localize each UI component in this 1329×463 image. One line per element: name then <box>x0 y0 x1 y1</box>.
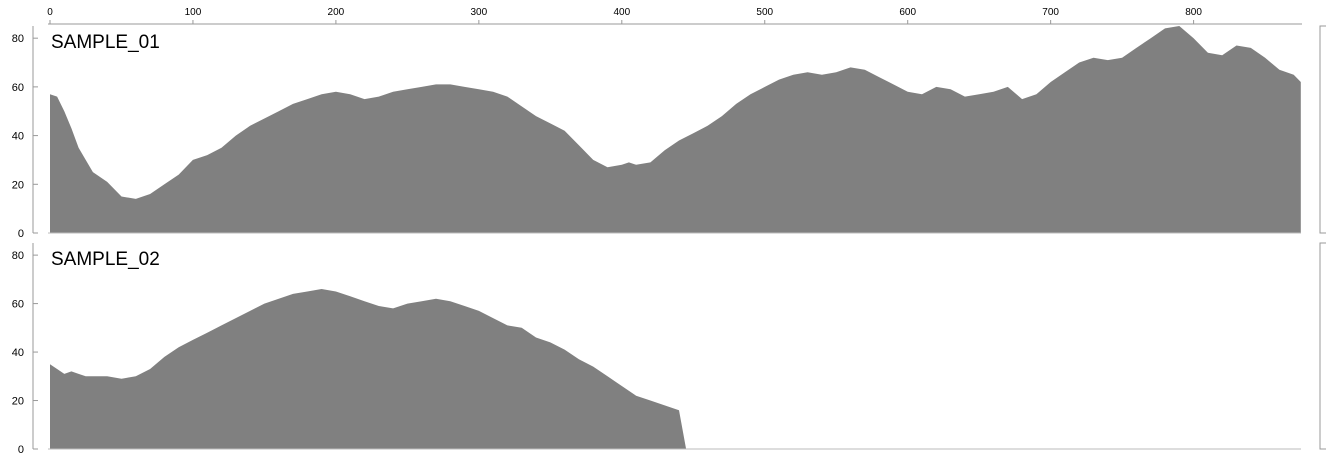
x-tick-label: 600 <box>899 7 916 18</box>
series-area-1 <box>50 26 1301 233</box>
y-tick-label: 60 <box>12 299 24 311</box>
y-tick-label: 0 <box>18 228 24 240</box>
x-tick-label: 100 <box>185 7 202 18</box>
y-tick-label: 80 <box>12 250 24 262</box>
x-tick-label: 400 <box>613 7 630 18</box>
x-tick-label: 800 <box>1185 7 1202 18</box>
x-tick-label: 700 <box>1042 7 1059 18</box>
y-tick-label: 80 <box>12 33 24 45</box>
series-area-2 <box>50 289 687 449</box>
y-tick-label: 20 <box>12 179 24 191</box>
panel-right-bracket <box>1319 242 1326 450</box>
x-tick-label: 300 <box>471 7 488 18</box>
y-tick-label: 40 <box>12 347 24 359</box>
x-tick-label: 0 <box>47 7 53 18</box>
series-label: SAMPLE_02 <box>51 249 160 270</box>
panel-right-bracket <box>1319 25 1326 234</box>
y-tick-label: 0 <box>18 444 24 456</box>
y-tick-label: 60 <box>12 82 24 94</box>
x-tick-label: 200 <box>328 7 345 18</box>
y-tick-label: 20 <box>12 396 24 408</box>
x-tick-label: 500 <box>756 7 773 18</box>
series-label: SAMPLE_01 <box>51 32 160 53</box>
y-tick-label: 40 <box>12 131 24 143</box>
